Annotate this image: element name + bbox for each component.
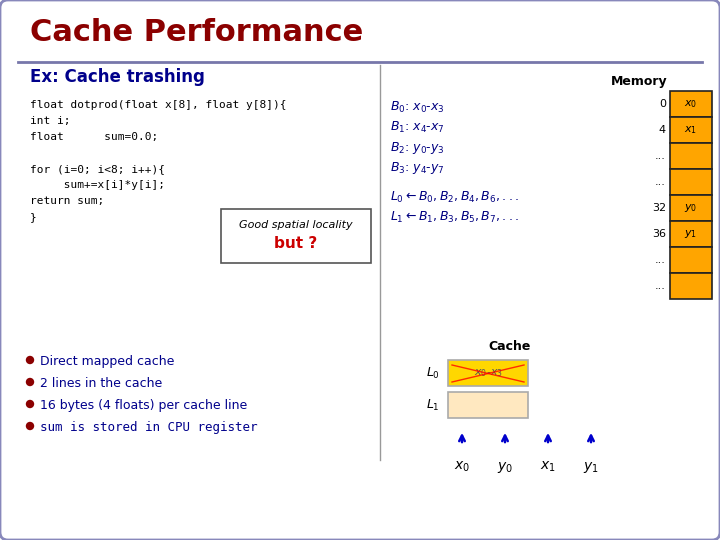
Bar — [670, 143, 712, 169]
Bar — [448, 360, 528, 386]
Text: $L_1$: $L_1$ — [426, 397, 440, 413]
Text: Memory: Memory — [611, 75, 668, 88]
Text: int i;: int i; — [30, 116, 71, 126]
Text: $B_2$: $y_0$-$y_3$: $B_2$: $y_0$-$y_3$ — [390, 140, 445, 156]
Circle shape — [27, 379, 34, 386]
Circle shape — [27, 401, 34, 408]
Bar — [670, 169, 712, 195]
Bar — [670, 117, 712, 143]
Text: 0: 0 — [659, 99, 666, 109]
Text: 32: 32 — [652, 203, 666, 213]
Text: $L_0$: $L_0$ — [426, 366, 440, 381]
Bar — [670, 91, 712, 117]
Text: 4: 4 — [659, 125, 666, 135]
FancyBboxPatch shape — [221, 209, 371, 263]
Text: float dotprod(float x[8], float y[8]){: float dotprod(float x[8], float y[8]){ — [30, 100, 287, 110]
Bar — [670, 273, 712, 299]
Text: sum+=x[i]*y[i];: sum+=x[i]*y[i]; — [30, 180, 165, 190]
Text: Good spatial locality: Good spatial locality — [239, 220, 353, 230]
Text: return sum;: return sum; — [30, 196, 104, 206]
Bar — [670, 195, 712, 221]
Text: ...: ... — [655, 177, 666, 187]
Text: $B_1$: $x_4$-$x_7$: $B_1$: $x_4$-$x_7$ — [390, 120, 445, 135]
Text: $B_3$: $y_4$-$y_7$: $B_3$: $y_4$-$y_7$ — [390, 160, 445, 176]
Circle shape — [27, 356, 34, 363]
Text: $L_1 \leftarrow B_1, B_3, B_5, B_7, ...$: $L_1 \leftarrow B_1, B_3, B_5, B_7, ...$ — [390, 210, 519, 225]
Text: $x_0$: $x_0$ — [454, 460, 470, 475]
Text: 36: 36 — [652, 229, 666, 239]
Text: float      sum=0.0;: float sum=0.0; — [30, 132, 158, 142]
Text: $y_0$: $y_0$ — [497, 460, 513, 475]
Text: Cache: Cache — [489, 340, 531, 353]
Text: $y_1$: $y_1$ — [583, 460, 599, 475]
Text: 2 lines in the cache: 2 lines in the cache — [40, 377, 162, 390]
Text: Direct mapped cache: Direct mapped cache — [40, 355, 174, 368]
Text: ...: ... — [655, 151, 666, 161]
Bar — [670, 221, 712, 247]
Text: $x_0$-$x_3$: $x_0$-$x_3$ — [474, 367, 503, 379]
Text: $x_1$: $x_1$ — [540, 460, 556, 475]
Text: 16 bytes (4 floats) per cache line: 16 bytes (4 floats) per cache line — [40, 399, 247, 412]
Text: but ?: but ? — [274, 236, 318, 251]
Text: for (i=0; i<8; i++){: for (i=0; i<8; i++){ — [30, 164, 165, 174]
Text: $x_1$: $x_1$ — [685, 124, 698, 136]
Text: Ex: Cache trashing: Ex: Cache trashing — [30, 68, 205, 86]
Text: sum is stored in CPU register: sum is stored in CPU register — [40, 421, 258, 434]
Text: $L_0 \leftarrow B_0, B_2, B_4, B_6, ...$: $L_0 \leftarrow B_0, B_2, B_4, B_6, ...$ — [390, 190, 519, 205]
Text: Cache Performance: Cache Performance — [30, 18, 364, 47]
Text: ...: ... — [655, 255, 666, 265]
Bar — [670, 247, 712, 273]
Circle shape — [27, 422, 34, 429]
Text: $y_0$: $y_0$ — [685, 202, 698, 214]
Text: $y_1$: $y_1$ — [685, 228, 698, 240]
Text: $B_0$: $x_0$-$x_3$: $B_0$: $x_0$-$x_3$ — [390, 100, 445, 115]
Text: $x_0$: $x_0$ — [685, 98, 698, 110]
Bar — [448, 392, 528, 418]
Text: ...: ... — [655, 281, 666, 291]
Text: }: } — [30, 212, 37, 222]
